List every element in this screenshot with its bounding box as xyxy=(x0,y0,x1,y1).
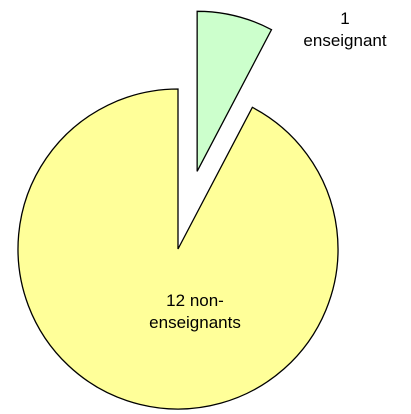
slice-value: 1 xyxy=(340,9,350,28)
slice-category: non-enseignants xyxy=(149,291,241,332)
slice-value: 12 xyxy=(166,291,186,310)
slice-category: enseignant xyxy=(303,31,387,50)
slice-label: 12 non-enseignants xyxy=(140,290,250,334)
pie-slice xyxy=(196,10,273,172)
pie-slice xyxy=(17,88,339,410)
slice-label: 1 enseignant xyxy=(280,8,410,52)
